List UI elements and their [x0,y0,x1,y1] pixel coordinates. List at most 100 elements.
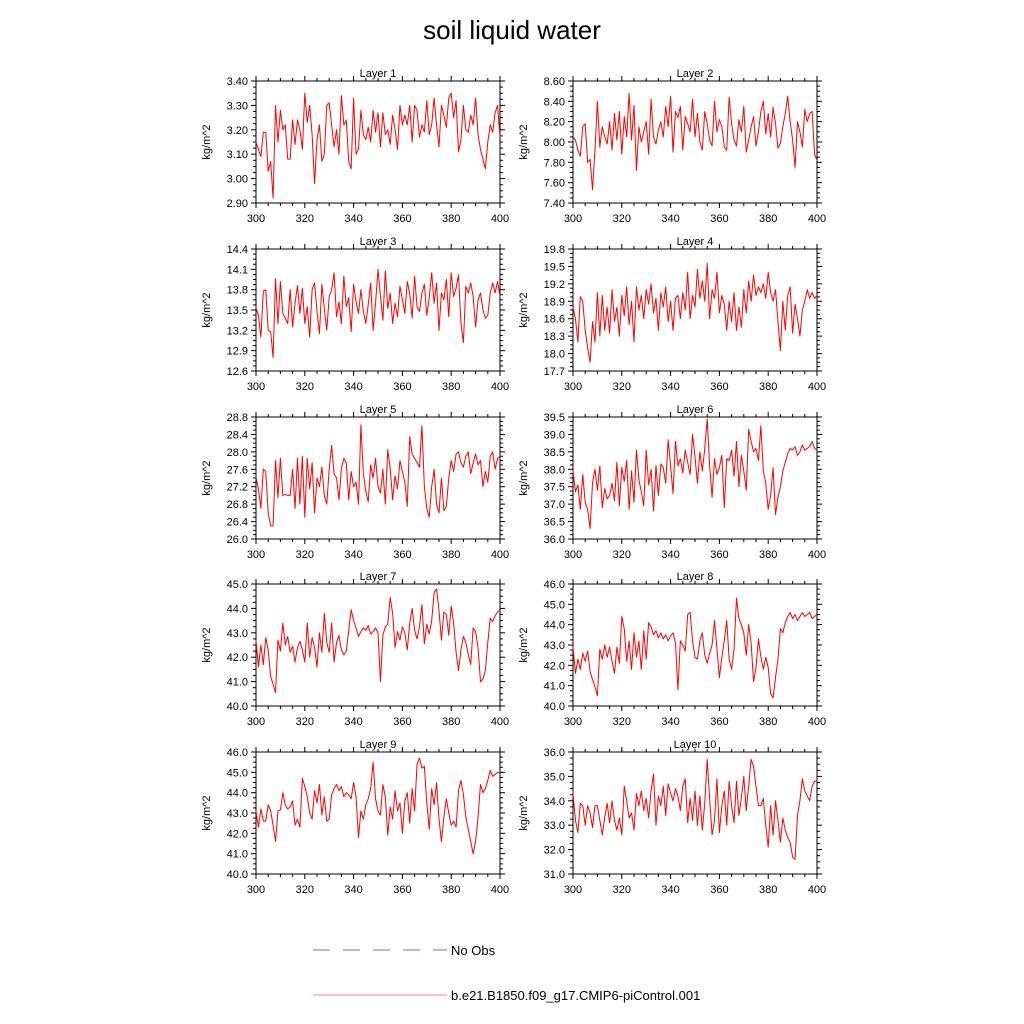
x-tick-label: 340 [344,549,362,561]
y-tick-label: 42.0 [227,652,248,664]
y-tick-label: 3.40 [227,76,248,88]
y-tick-label: 2.90 [227,198,248,210]
y-tick-label: 33.0 [544,820,565,832]
y-tick-label: 19.8 [544,244,565,256]
x-tick-label: 400 [808,381,826,393]
x-tick-label: 380 [442,716,460,728]
x-tick-label: 340 [344,884,362,896]
panel-title: Layer 2 [677,68,714,80]
y-tick-label: 36.0 [544,747,565,759]
series-line [255,588,501,694]
panel-title: Layer 10 [674,739,717,751]
y-tick-label: 44.0 [227,788,248,800]
y-tick-label: 8.00 [544,137,565,149]
panel-layer-4: Layer 4 kg/m^2 17.7 18.0 18.3 18.6 18.9 19.2 19.… [518,236,826,393]
x-tick-label: 300 [247,549,265,561]
x-tick-label: 360 [710,549,728,561]
x-tick-label: 300 [564,213,582,225]
panel-layer-1: Layer 1 kg/m^2 2.90 3.00 3.10 3.20 3.30 3.40 300… [201,68,509,225]
panel-layer-6: Layer 6 kg/m^2 36.0 36.5 37.0 37.5 38.0 38.5 39.… [518,404,826,561]
y-tick-label: 27.6 [227,464,248,476]
x-tick-label: 400 [808,213,826,225]
y-tick-label: 13.8 [227,285,248,297]
x-tick-label: 340 [344,381,362,393]
series-line [572,263,818,363]
panel-title: Layer 8 [677,571,714,583]
plot-frame [255,751,501,875]
y-tick-label: 19.2 [544,279,565,291]
x-tick-label: 320 [296,716,314,728]
y-tick-label: 3.10 [227,149,248,161]
y-tick-label: 40.0 [227,701,248,713]
y-axis-label: kg/m^2 [201,124,213,159]
y-tick-label: 46.0 [544,579,565,591]
y-tick-label: 36.0 [544,534,565,546]
y-tick-label: 13.5 [227,305,248,317]
series-line [572,597,818,699]
panel-title: Layer 4 [677,236,714,248]
y-axis-label: kg/m^2 [518,627,530,662]
panel-layer-10: Layer 10 kg/m^2 31.0 32.0 33.0 34.0 35.0 36.0 30… [518,739,826,896]
y-tick-label: 43.0 [227,808,248,820]
y-tick-label: 19.5 [544,261,565,273]
x-tick-label: 360 [393,213,411,225]
y-axis-label: kg/m^2 [201,292,213,327]
y-tick-label: 7.60 [544,178,565,190]
x-tick-label: 340 [344,716,362,728]
y-axis-label: kg/m^2 [518,460,530,495]
panel-title: Layer 3 [360,236,397,248]
panel-title: Layer 9 [360,739,397,751]
panel-layer-9: Layer 9 kg/m^2 40.0 41.0 42.0 43.0 44.0 45.0 46.… [201,739,509,896]
y-tick-label: 41.0 [227,677,248,689]
y-tick-label: 37.5 [544,482,565,494]
x-tick-label: 380 [442,213,460,225]
y-tick-label: 46.0 [227,747,248,759]
x-tick-label: 380 [759,884,777,896]
y-tick-label: 3.30 [227,100,248,112]
x-tick-label: 360 [393,716,411,728]
x-tick-label: 400 [491,716,509,728]
legend-label-model: b.e21.B1850.f09_g17.CMIP6-piControl.001 [451,988,700,1003]
plot-frame [572,583,818,707]
y-tick-label: 45.0 [227,579,248,591]
panel-layer-5: Layer 5 kg/m^2 26.0 26.4 26.8 27.2 27.6 28.0 28.… [201,404,509,561]
y-tick-label: 18.6 [544,314,565,326]
plot-frame [255,248,501,372]
y-tick-label: 43.0 [544,640,565,652]
x-tick-label: 360 [710,884,728,896]
y-tick-label: 28.8 [227,412,248,424]
x-tick-label: 320 [296,381,314,393]
x-tick-label: 400 [491,884,509,896]
x-tick-label: 340 [661,213,679,225]
panels: Layer 1 kg/m^2 2.90 3.00 3.10 3.20 3.30 3.40 300… [201,68,826,896]
y-tick-label: 13.2 [227,325,248,337]
plot-frame [572,751,818,875]
series-line [255,757,500,855]
x-tick-label: 300 [564,549,582,561]
x-tick-label: 380 [442,884,460,896]
x-tick-label: 320 [613,716,631,728]
panel-layer-8: Layer 8 kg/m^2 40.0 41.0 42.0 43.0 44.0 45.0 46.… [518,571,826,728]
x-tick-label: 320 [613,884,631,896]
y-tick-label: 44.0 [544,620,565,632]
plot-frame [572,248,818,372]
y-tick-label: 18.9 [544,296,565,308]
panel-title: Layer 6 [677,404,714,416]
x-tick-label: 320 [613,549,631,561]
x-tick-label: 380 [442,381,460,393]
y-tick-label: 12.6 [227,366,248,378]
x-tick-label: 300 [247,884,265,896]
y-tick-label: 26.4 [227,517,248,529]
y-tick-label: 8.60 [544,76,565,88]
x-tick-label: 340 [661,716,679,728]
plot-frame [572,416,818,540]
x-tick-label: 320 [613,213,631,225]
y-tick-label: 27.2 [227,482,248,494]
y-tick-label: 36.5 [544,517,565,529]
x-tick-label: 400 [808,884,826,896]
panel-layer-2: Layer 2 kg/m^2 7.40 7.60 7.80 8.00 8.20 8.40 8.6… [518,68,826,225]
y-tick-label: 32.0 [544,845,565,857]
y-tick-label: 43.0 [227,628,248,640]
x-tick-label: 400 [491,381,509,393]
y-axis-label: kg/m^2 [518,124,530,159]
